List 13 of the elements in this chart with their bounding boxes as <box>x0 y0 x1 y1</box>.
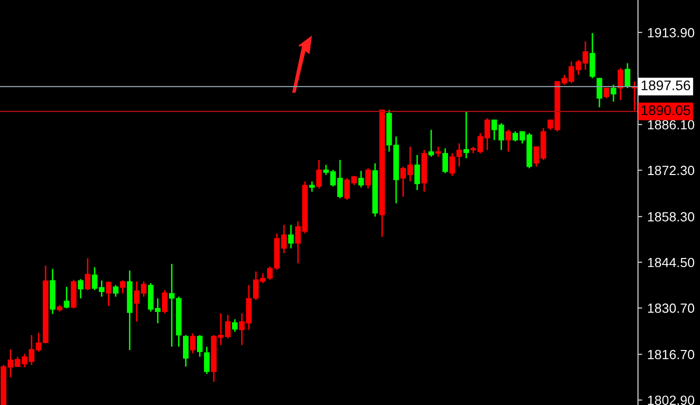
candlestick <box>309 180 315 192</box>
ref-line-label: 1890.05 <box>642 105 690 116</box>
y-tick-label: 1872.30 <box>648 166 694 176</box>
y-tick-label: 1844.50 <box>648 258 694 268</box>
y-tick-label: 1858.30 <box>648 212 694 222</box>
candlestick <box>316 159 322 190</box>
y-tick-label: 1913.90 <box>648 28 694 38</box>
ref-line-label: 1897.56 <box>642 80 690 90</box>
y-tick-label: 1886.10 <box>648 120 694 130</box>
candlestick <box>610 84 616 102</box>
y-tick-label: 1816.70 <box>648 350 694 360</box>
y-tick-label: 1802.90 <box>648 396 694 405</box>
y-tick-label: 1830.70 <box>648 304 694 313</box>
